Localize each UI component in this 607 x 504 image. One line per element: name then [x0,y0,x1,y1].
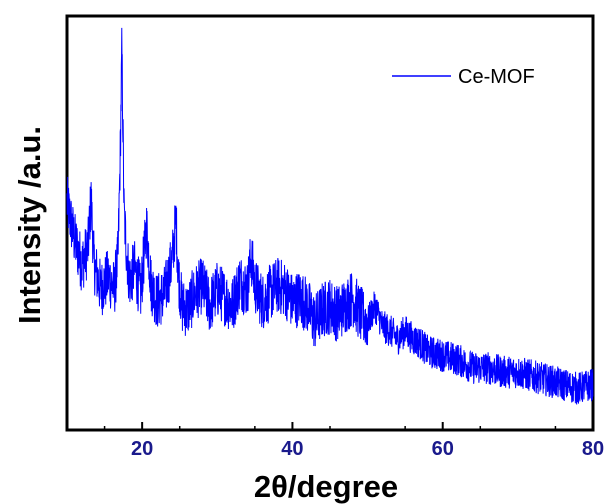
x-tick-label-40: 40 [281,438,303,460]
x-tick-label-20: 20 [131,438,153,460]
y-axis-title: Intensity /a.u. [12,126,47,324]
x-tick-label-60: 60 [432,438,454,460]
x-axis-title: 2θ/degree [254,469,398,504]
legend-label: Ce-MOF [458,66,535,88]
x-tick-label-80: 80 [582,438,604,460]
